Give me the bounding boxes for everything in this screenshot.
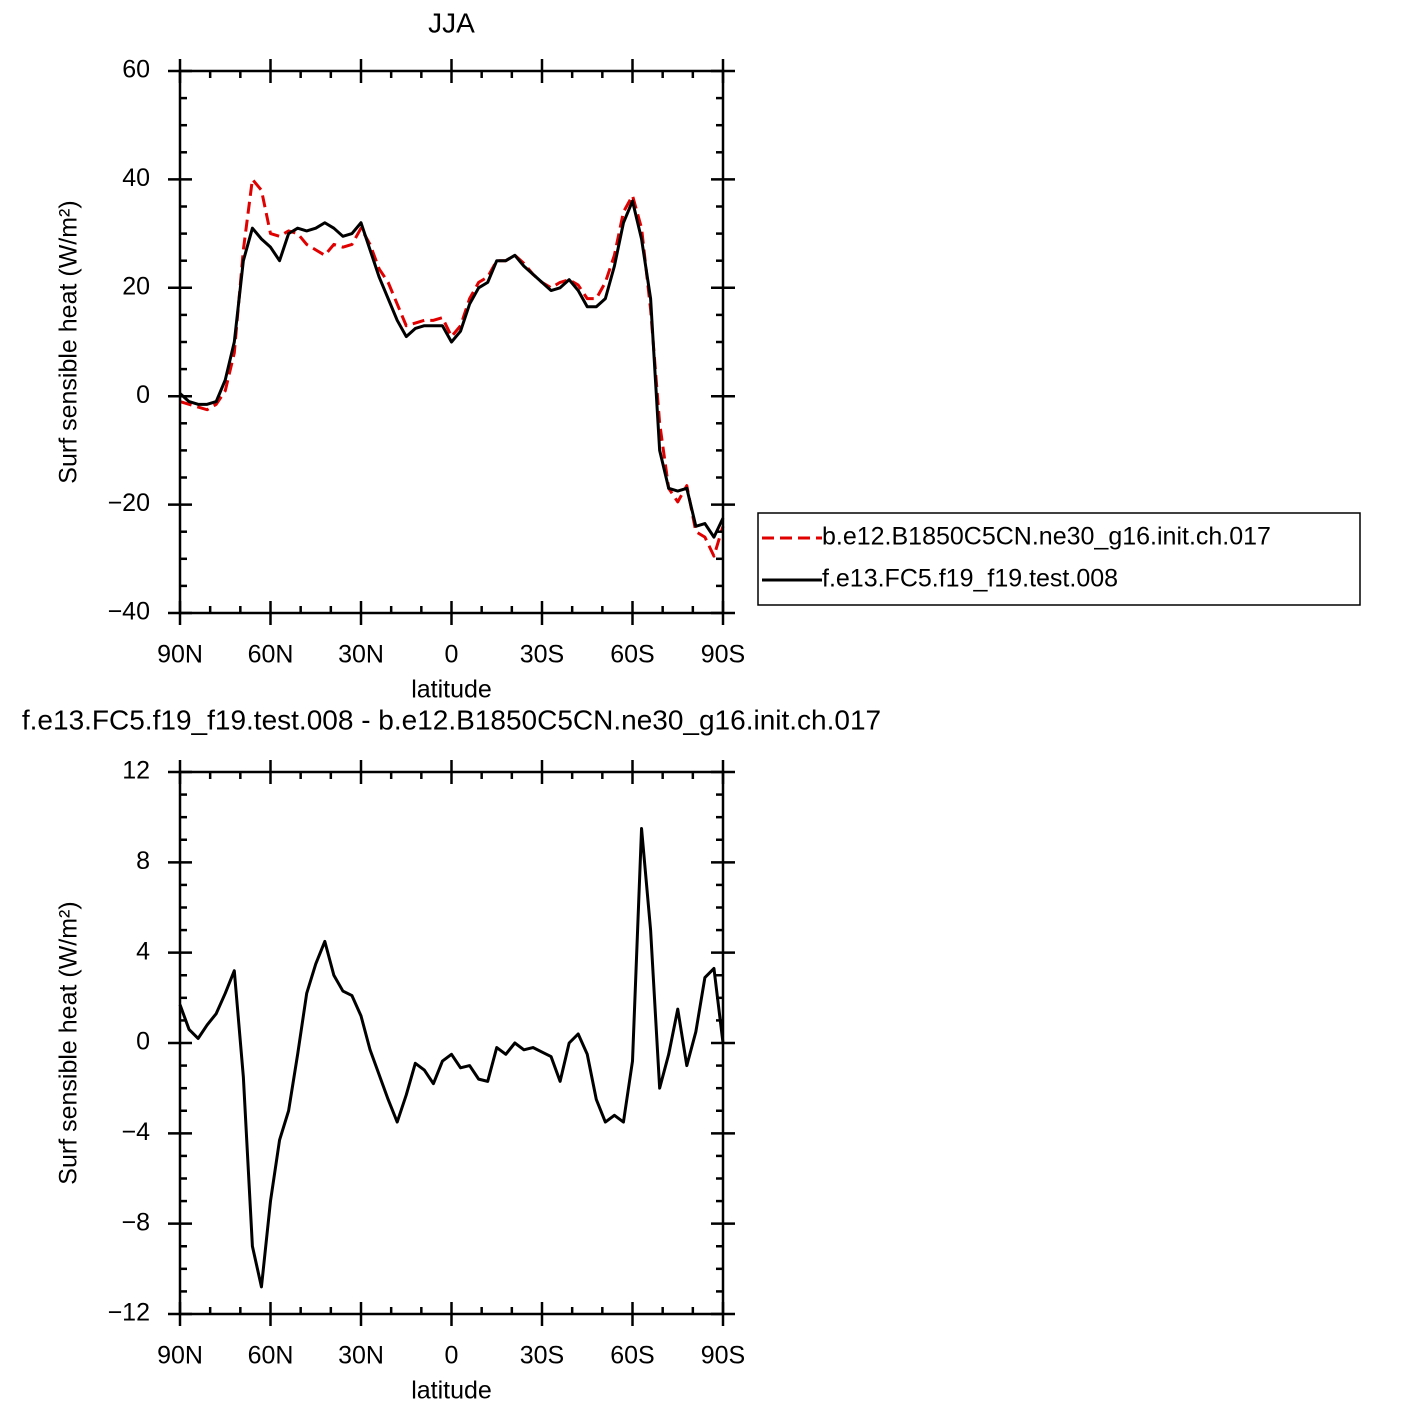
x-tick-label: 30N: [338, 641, 384, 669]
data-line: [179, 177, 725, 558]
x-tick-label: 60N: [248, 1342, 294, 1370]
y-tick-label: 12: [122, 757, 150, 785]
x-axis-label: latitude: [411, 676, 492, 704]
chart-title: JJA: [428, 7, 475, 38]
y-tick-label: 8: [136, 847, 150, 875]
data-line: [178, 826, 725, 1289]
x-axis-label: latitude: [411, 1377, 492, 1405]
y-tick-label: −40: [108, 598, 150, 626]
x-tick-label: 60S: [610, 641, 654, 669]
legend-label: f.e13.FC5.f19_f19.test.008: [822, 565, 1118, 593]
y-tick-label: 0: [136, 381, 150, 409]
chart-title: f.e13.FC5.f19_f19.test.008 - b.e12.B1850…: [22, 704, 881, 735]
y-tick-label: 4: [136, 937, 150, 965]
y-tick-label: −4: [121, 1118, 150, 1146]
legend-label: b.e12.B1850C5CN.ne30_g16.init.ch.017: [822, 523, 1271, 551]
x-tick-label: 90N: [157, 1342, 203, 1370]
x-tick-label: 30N: [338, 1342, 384, 1370]
y-tick-label: 20: [122, 272, 150, 300]
x-tick-label: 90S: [701, 1342, 745, 1370]
data-line: [178, 199, 725, 539]
y-tick-label: 0: [136, 1028, 150, 1056]
x-tick-label: 0: [445, 1342, 459, 1370]
y-tick-label: 40: [122, 164, 150, 192]
y-tick-label: 60: [122, 56, 150, 84]
x-tick-label: 30S: [520, 641, 564, 669]
y-axis-label: Surf sensible heat (W/m²): [55, 901, 83, 1184]
x-tick-label: 90N: [157, 641, 203, 669]
x-tick-label: 0: [445, 641, 459, 669]
y-tick-label: −12: [108, 1299, 150, 1327]
x-tick-label: 60N: [248, 641, 294, 669]
x-tick-label: 60S: [610, 1342, 654, 1370]
y-axis-label: Surf sensible heat (W/m²): [55, 200, 83, 483]
y-tick-label: −20: [108, 489, 150, 517]
x-tick-label: 90S: [701, 641, 745, 669]
legend-box: [757, 512, 1361, 606]
x-tick-label: 30S: [520, 1342, 564, 1370]
y-tick-label: −8: [121, 1208, 150, 1236]
